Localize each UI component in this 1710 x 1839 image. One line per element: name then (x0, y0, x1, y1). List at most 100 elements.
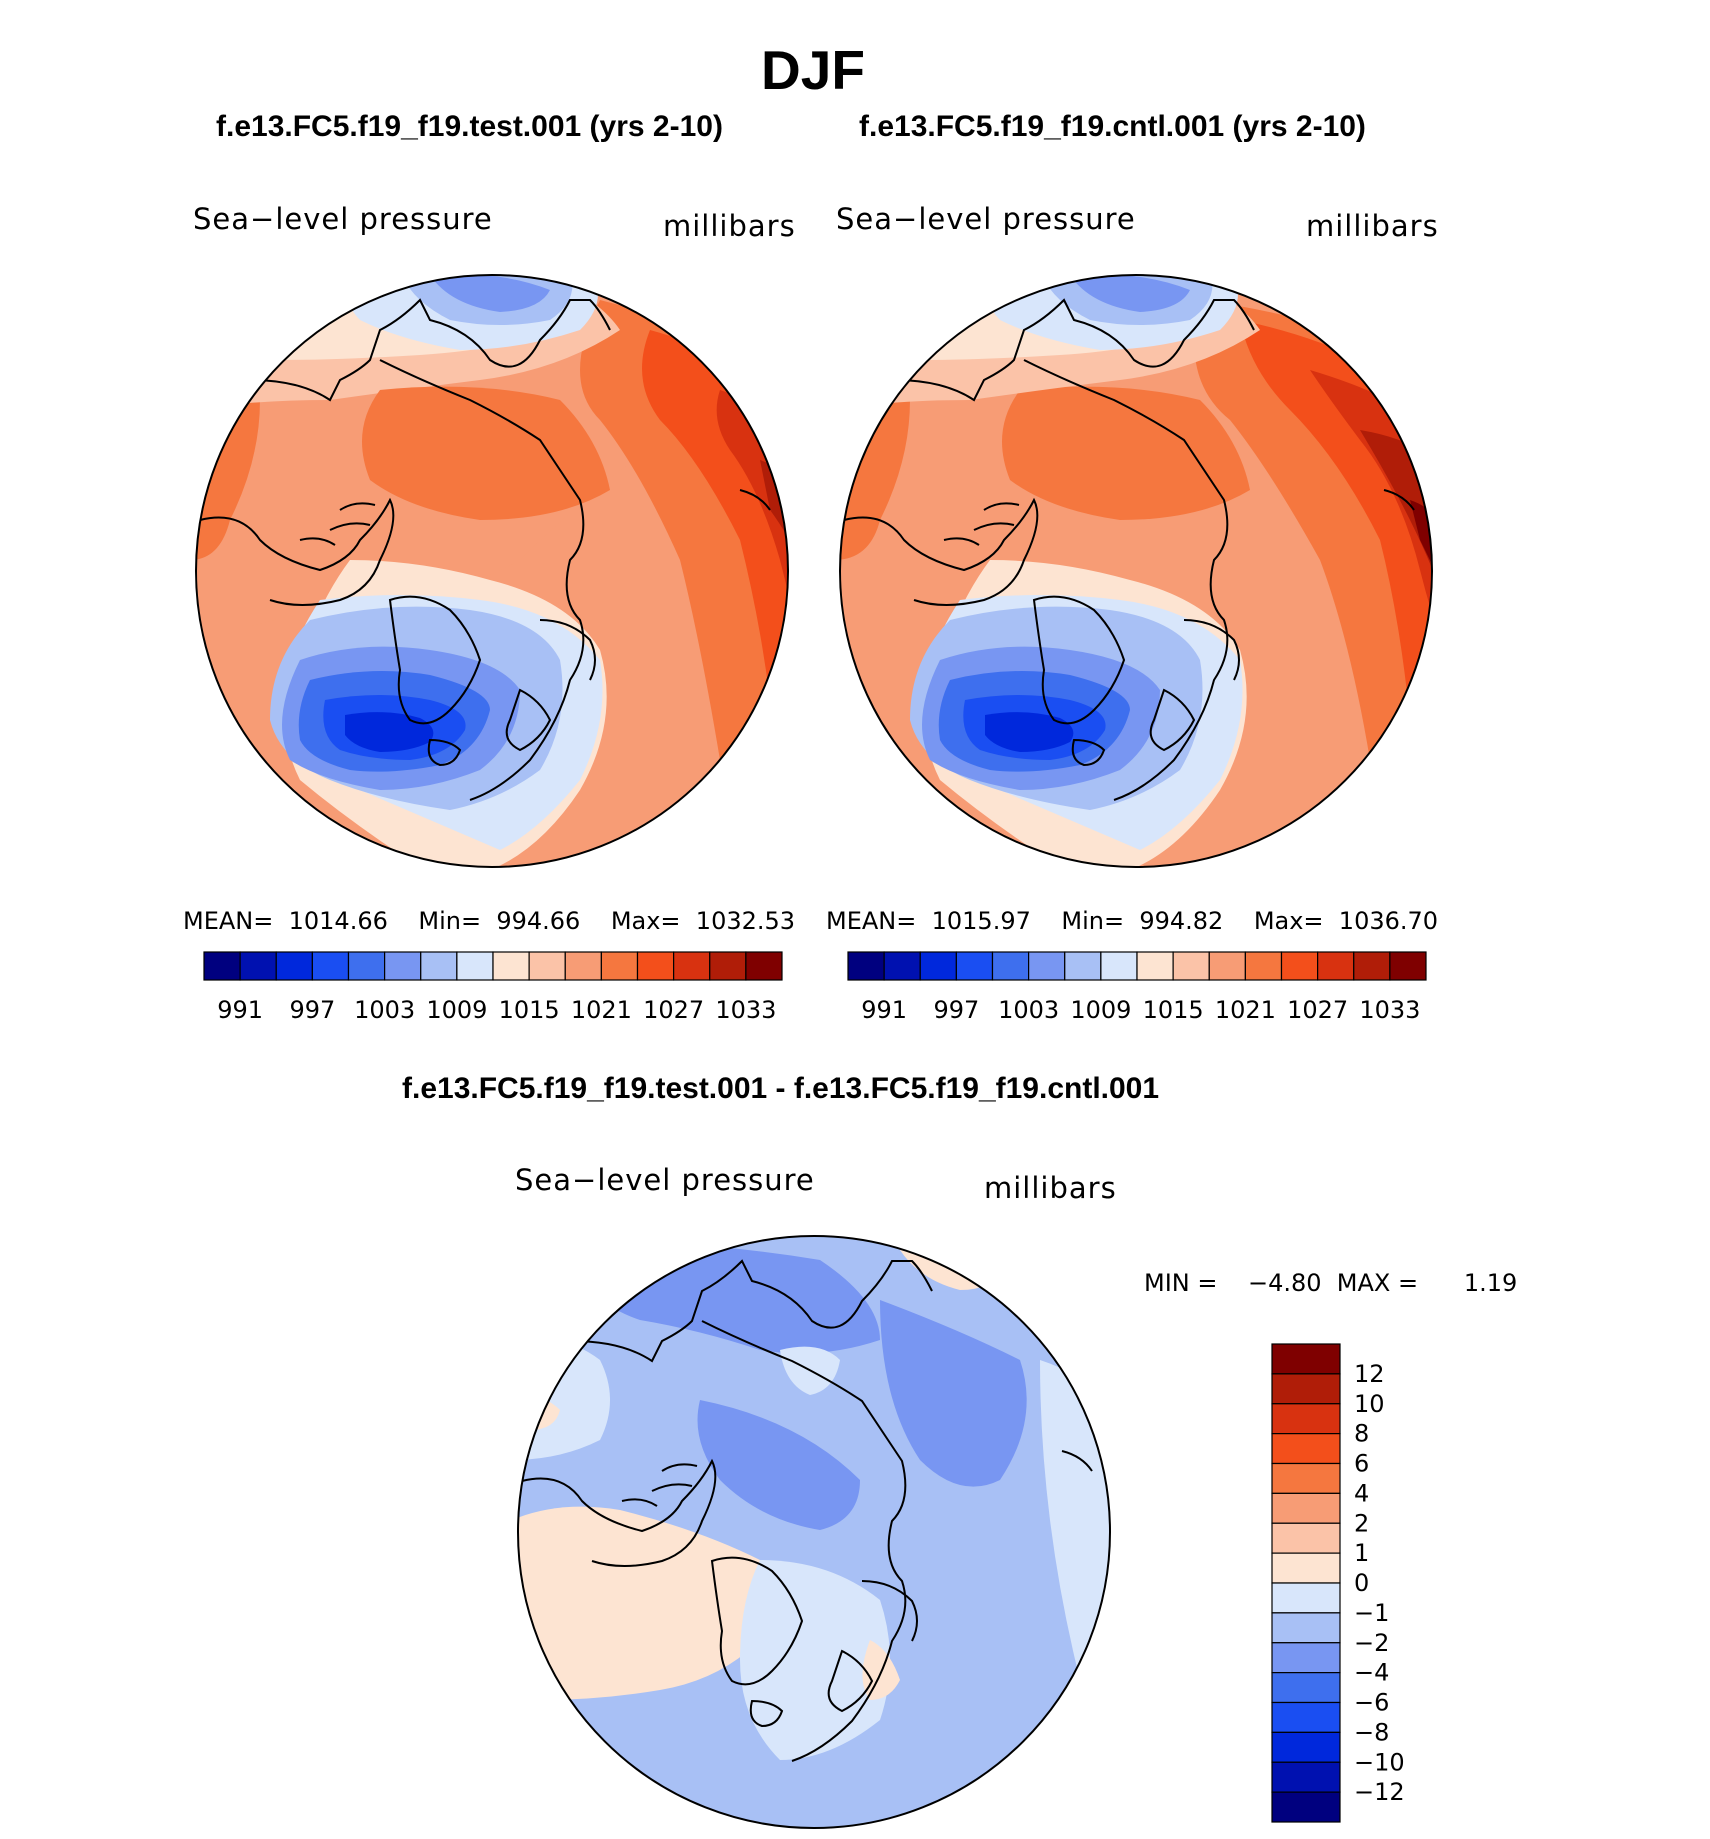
colorbar-swatch (203, 951, 241, 981)
colorbar-swatch (636, 951, 675, 981)
colorbar-swatch (456, 951, 494, 981)
colorbar-swatch (275, 951, 313, 981)
colorbar-label: 1003 (354, 996, 415, 1024)
colorbar-label: 997 (933, 996, 979, 1024)
colorbar-swatch (1271, 1462, 1341, 1494)
panel-1-colorbar: 991 997 1003 1009 1015 1021 1027 1033 (203, 951, 783, 1024)
diff-units-label: millibars (984, 1171, 1117, 1205)
colorbar-label: −8 (1354, 1718, 1389, 1746)
colorbar-label: 1 (1354, 1539, 1369, 1567)
panel-2-map (840, 275, 1432, 867)
colorbar-swatch (1208, 951, 1246, 981)
colorbar-swatch (528, 951, 566, 981)
colorbar-label: 6 (1354, 1450, 1369, 1478)
colorbar-label: 1009 (426, 996, 487, 1024)
diff-map-outline (517, 1235, 1111, 1829)
colorbar-swatch (600, 951, 639, 981)
season-title: DJF (761, 39, 865, 101)
colorbar-swatch (1271, 1642, 1341, 1674)
panel-2-variable-label: Sea−level pressure (836, 202, 1136, 236)
colorbar-label: 0 (1354, 1569, 1369, 1597)
colorbar-swatch (1271, 1492, 1341, 1524)
panel-2-title: f.e13.FC5.f19_f19.cntl.001 (yrs 2-10) (859, 110, 1366, 143)
colorbar-label: −2 (1354, 1629, 1389, 1657)
diff-title: f.e13.FC5.f19_f19.test.001 - f.e13.FC5.f… (402, 1072, 1160, 1105)
colorbar-label: 991 (217, 996, 263, 1024)
panel-2-map-outline (839, 274, 1433, 868)
colorbar-swatch (1389, 951, 1427, 981)
colorbar-swatch (1136, 951, 1174, 981)
panel-1-title: f.e13.FC5.f19_f19.test.001 (yrs 2-10) (216, 110, 723, 143)
colorbar-swatch (1244, 951, 1283, 981)
colorbar-swatch (1271, 1701, 1341, 1733)
colorbar-label: 1027 (1287, 996, 1348, 1024)
colorbar-label: 1033 (715, 996, 776, 1024)
colorbar-label: 10 (1354, 1390, 1385, 1418)
colorbar-swatch (1271, 1552, 1341, 1584)
colorbar-label: −4 (1354, 1659, 1389, 1687)
colorbar-label: 1033 (1359, 996, 1420, 1024)
diff-map (518, 1236, 1110, 1828)
colorbar-swatch (1271, 1522, 1341, 1554)
colorbar-swatch (384, 951, 422, 981)
colorbar-label: 12 (1354, 1360, 1385, 1388)
colorbar-swatch (991, 951, 1030, 981)
colorbar-label: −12 (1354, 1778, 1405, 1806)
colorbar-swatch (564, 951, 602, 981)
colorbar-label: 1021 (571, 996, 632, 1024)
panel-2-colorbar: 991 997 1003 1009 1015 1021 1027 1033 (847, 951, 1427, 1024)
colorbar-swatch (1271, 1761, 1341, 1793)
diff-variable-label: Sea−level pressure (515, 1163, 815, 1197)
colorbar-label: 1027 (643, 996, 704, 1024)
panel-1-variable-label: Sea−level pressure (193, 202, 493, 236)
colorbar-label: 1003 (998, 996, 1059, 1024)
colorbar-swatch (1271, 1672, 1341, 1704)
colorbar-swatch (1317, 951, 1355, 981)
colorbar-swatch (492, 951, 530, 981)
colorbar-swatch (1028, 951, 1066, 981)
colorbar-swatch (1271, 1403, 1341, 1435)
colorbar-swatch (1100, 951, 1138, 981)
colorbar-swatch (1271, 1373, 1341, 1405)
colorbar-label: −6 (1354, 1689, 1389, 1717)
colorbar-label: 1015 (499, 996, 560, 1024)
colorbar-swatch (955, 951, 994, 981)
colorbar-label: 1021 (1215, 996, 1276, 1024)
colorbar-swatch (311, 951, 350, 981)
panel-2-units-label: millibars (1306, 209, 1439, 243)
colorbar-swatch (1280, 951, 1319, 981)
colorbar-swatch (239, 951, 277, 981)
colorbar-label: −1 (1354, 1599, 1389, 1627)
colorbar-label: 1009 (1070, 996, 1131, 1024)
colorbar-label: 2 (1354, 1509, 1369, 1537)
colorbar-swatch (420, 951, 458, 981)
colorbar-label: −10 (1354, 1748, 1405, 1776)
colorbar-swatch (1271, 1343, 1341, 1375)
colorbar-label: 997 (289, 996, 335, 1024)
colorbar-swatch (1271, 1433, 1341, 1465)
colorbar-swatch (1271, 1791, 1341, 1823)
colorbar-swatch (673, 951, 711, 981)
colorbar-swatch (347, 951, 386, 981)
colorbar-label: 4 (1354, 1479, 1369, 1507)
colorbar-swatch (1172, 951, 1210, 981)
colorbar-label: 8 (1354, 1420, 1369, 1448)
colorbar-swatch (919, 951, 957, 981)
panel-1-stats: MEAN= 1014.66 Min= 994.66 Max= 1032.53 (183, 907, 796, 935)
panel-1-map-outline (195, 274, 789, 868)
colorbar-swatch (1064, 951, 1102, 981)
panel-2-stats: MEAN= 1015.97 Min= 994.82 Max= 1036.70 (826, 907, 1439, 935)
colorbar-swatch (745, 951, 783, 981)
colorbar-label: 991 (861, 996, 907, 1024)
colorbar-swatch (1271, 1731, 1341, 1763)
colorbar-swatch (883, 951, 921, 981)
colorbar-swatch (1353, 951, 1391, 981)
colorbar-swatch (1271, 1582, 1341, 1614)
colorbar-swatch (847, 951, 885, 981)
diff-stats: MIN = −4.80 MAX = 1.19 (1144, 1269, 1518, 1297)
panel-1-units-label: millibars (663, 209, 796, 243)
colorbar-swatch (709, 951, 747, 981)
colorbar-label: 1015 (1143, 996, 1204, 1024)
